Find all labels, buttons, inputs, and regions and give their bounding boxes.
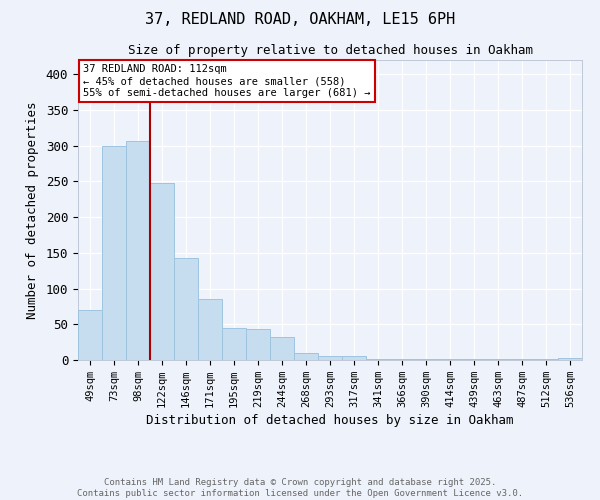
- Y-axis label: Number of detached properties: Number of detached properties: [26, 101, 39, 319]
- Bar: [222, 328, 246, 360]
- Bar: [294, 353, 318, 360]
- Bar: [102, 146, 126, 360]
- Bar: [126, 140, 150, 360]
- Bar: [318, 356, 342, 360]
- Bar: [198, 300, 222, 360]
- Bar: [342, 356, 366, 360]
- Title: Size of property relative to detached houses in Oakham: Size of property relative to detached ho…: [128, 44, 533, 58]
- Bar: [246, 328, 270, 360]
- X-axis label: Distribution of detached houses by size in Oakham: Distribution of detached houses by size …: [146, 414, 514, 427]
- Bar: [174, 258, 198, 360]
- Bar: [558, 358, 582, 360]
- Bar: [438, 358, 462, 360]
- Bar: [270, 337, 294, 360]
- Text: 37 REDLAND ROAD: 112sqm
← 45% of detached houses are smaller (558)
55% of semi-d: 37 REDLAND ROAD: 112sqm ← 45% of detache…: [83, 64, 371, 98]
- Bar: [150, 183, 174, 360]
- Text: 37, REDLAND ROAD, OAKHAM, LE15 6PH: 37, REDLAND ROAD, OAKHAM, LE15 6PH: [145, 12, 455, 28]
- Text: Contains HM Land Registry data © Crown copyright and database right 2025.
Contai: Contains HM Land Registry data © Crown c…: [77, 478, 523, 498]
- Bar: [78, 310, 102, 360]
